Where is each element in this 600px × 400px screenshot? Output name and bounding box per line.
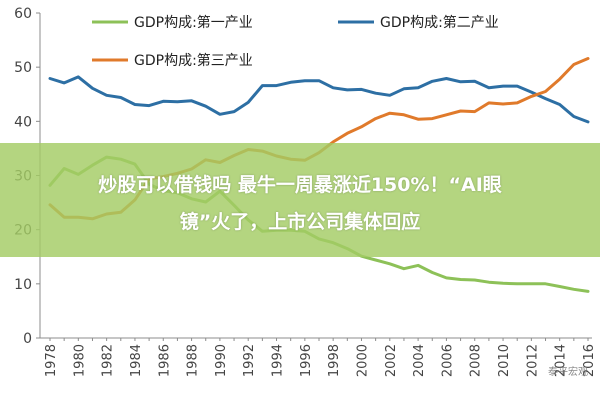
- x-tick-label-2002: 2002: [384, 344, 399, 377]
- x-tick-label-1996: 1996: [299, 344, 314, 377]
- legend-label-1: GDP构成:第一产业: [134, 14, 253, 31]
- x-tick-label-2016: 2016: [582, 344, 597, 377]
- y-tick-label-10: 10: [14, 277, 32, 293]
- x-tick-label-1990: 1990: [214, 344, 229, 377]
- legend-label-2: GDP构成:第二产业: [380, 14, 499, 31]
- series-line-2: [48, 75, 590, 124]
- x-tick-label-1984: 1984: [129, 344, 144, 377]
- x-tick-label-2004: 2004: [412, 344, 427, 377]
- x-tick-label-1980: 1980: [72, 344, 87, 377]
- x-tick-label-2008: 2008: [469, 344, 484, 377]
- x-tick-label-1994: 1994: [271, 344, 286, 377]
- y-tick-label-50: 50: [14, 60, 32, 76]
- x-tick-label-1998: 1998: [327, 344, 342, 377]
- x-tick-label-2012: 2012: [525, 344, 540, 377]
- x-tick-label-2010: 2010: [497, 344, 512, 377]
- y-tick-label-60: 60: [14, 6, 32, 22]
- headline-line-1[interactable]: 炒股可以借钱吗 最牛一周暴涨近150%！“AI眼: [98, 174, 502, 196]
- x-tick-label-1986: 1986: [157, 344, 172, 377]
- x-tick-label-1982: 1982: [101, 344, 116, 377]
- x-tick-label-2000: 2000: [355, 344, 370, 377]
- y-tick-label-0: 0: [23, 331, 32, 347]
- x-tick-label-1978: 1978: [44, 344, 59, 377]
- watermark-text: 泰平宏观: [548, 367, 588, 378]
- y-tick-label-40: 40: [14, 114, 32, 130]
- x-tick-label-2006: 2006: [440, 344, 455, 377]
- x-tick-label-1988: 1988: [186, 344, 201, 377]
- headline-line-2[interactable]: 镜”火了，上市公司集体回应: [179, 211, 421, 233]
- headline-banner[interactable]: [0, 143, 600, 257]
- x-tick-label-1992: 1992: [242, 344, 257, 377]
- x-tick-label-2014: 2014: [554, 344, 569, 377]
- legend-label-3: GDP构成:第三产业: [134, 52, 253, 69]
